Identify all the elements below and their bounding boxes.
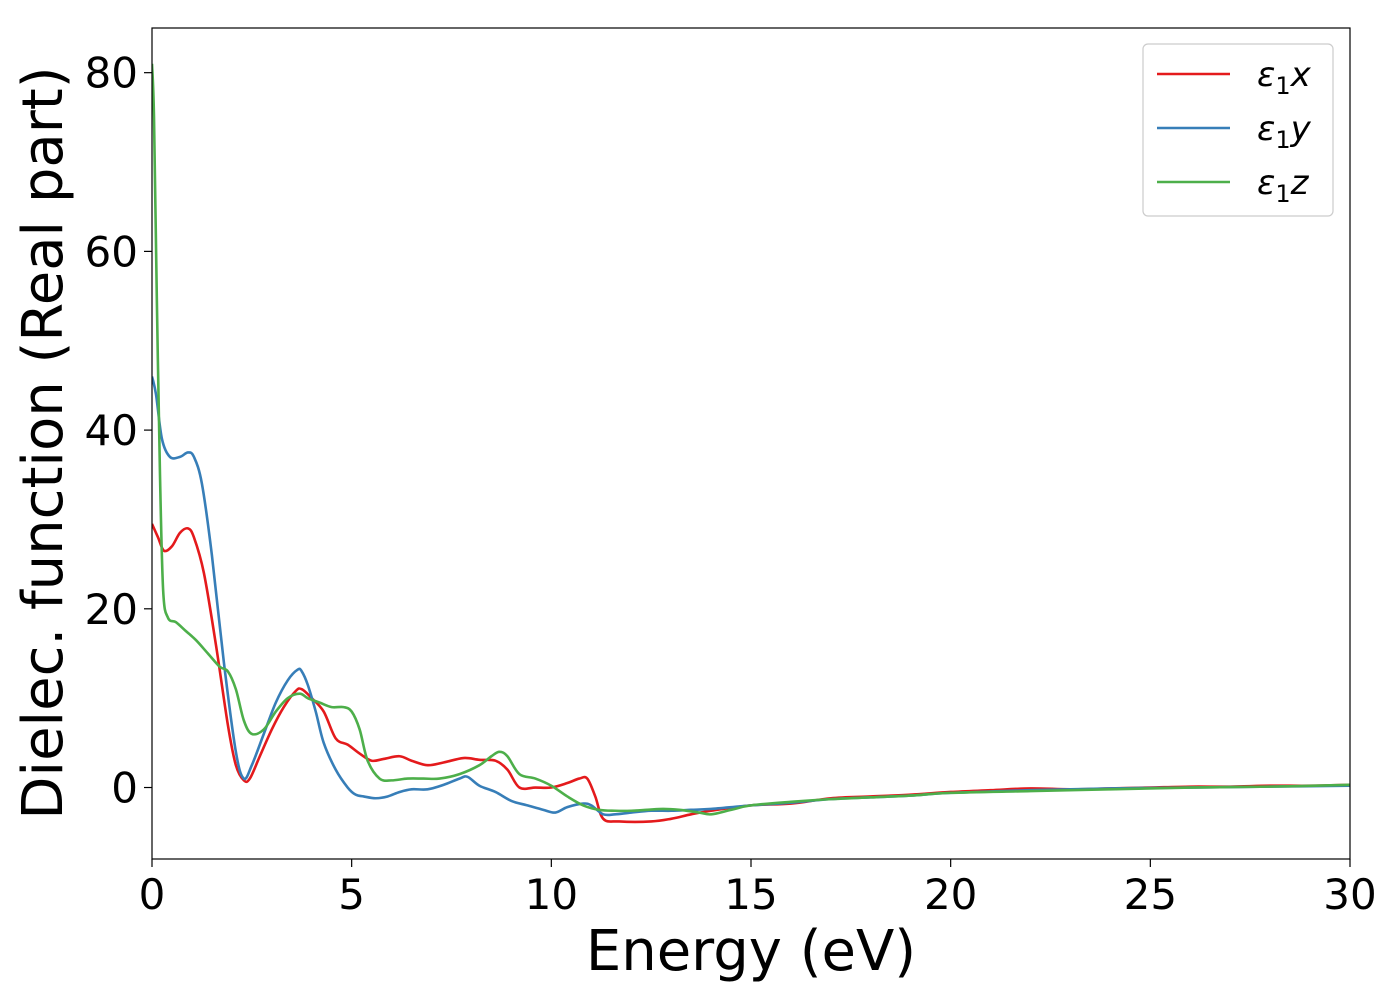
y-tick-label: 0 [111, 764, 138, 813]
x-axis-ticks: 0 5 10 15 20 25 30 [139, 859, 1377, 919]
x-tick-label: 10 [525, 870, 578, 919]
legend-label-x: ε1x [1257, 55, 1312, 100]
series-layer [152, 63, 1350, 824]
y-axis-title: Dielec. function (Real part) [11, 66, 76, 819]
legend-label-y: ε1y [1257, 109, 1312, 154]
x-tick-label: 0 [139, 870, 166, 919]
legend-label-z: ε1z [1257, 163, 1310, 208]
y-tick-label: 40 [85, 406, 138, 455]
x-tick-label: 5 [338, 870, 365, 919]
series-line-z [152, 63, 1350, 816]
x-tick-label: 30 [1323, 870, 1376, 919]
x-tick-label: 15 [724, 870, 777, 919]
legend-box [1142, 43, 1334, 217]
x-axis-title: Energy (eV) [586, 919, 916, 984]
y-tick-label: 20 [85, 585, 138, 634]
y-tick-label: 80 [85, 49, 138, 98]
y-axis-ticks: 0 20 40 60 80 [85, 49, 152, 813]
y-tick-label: 60 [85, 227, 138, 276]
x-tick-label: 25 [1124, 870, 1177, 919]
legend: ε1x ε1y ε1z [1142, 43, 1334, 217]
x-tick-label: 20 [924, 870, 977, 919]
